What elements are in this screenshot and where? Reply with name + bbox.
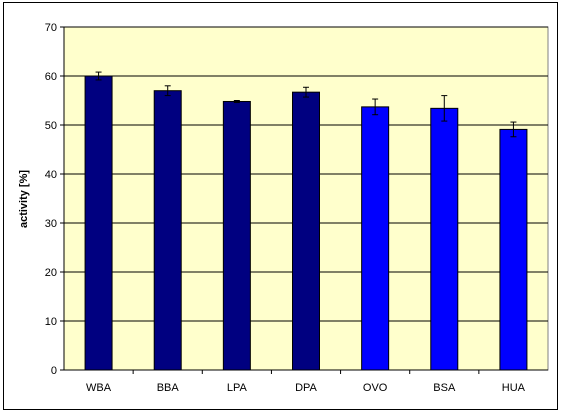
bar-bba [153, 90, 182, 371]
x-tick-label: BSA [433, 382, 456, 394]
y-tick-label: 30 [45, 218, 57, 230]
x-tick-label: BBA [157, 382, 180, 394]
bar-dpa [292, 91, 320, 371]
y-tick-label: 60 [45, 71, 57, 83]
x-tick-label: DPA [295, 382, 317, 394]
bar-hua [499, 128, 528, 371]
y-tick-label: 40 [45, 169, 57, 181]
bar-ovo [361, 106, 390, 371]
bar-chart: 0 10 20 30 40 50 60 70 WBA BBA LPA DPA OVO BSA HUA act… [18, 22, 549, 394]
bar-wba [84, 75, 113, 371]
y-tick-label: 50 [45, 120, 57, 132]
y-tick-label: 0 [51, 365, 57, 377]
y-axis-label: activity [%] [18, 170, 30, 228]
bar-bsa [430, 107, 459, 371]
y-tick-label: 70 [45, 22, 57, 34]
chart-area: 0 10 20 30 40 50 60 70 WBA BBA LPA DPA OVO BSA HUA act… [3, 2, 558, 410]
x-tick-label: OVO [363, 382, 388, 394]
x-tick-label: LPA [227, 382, 248, 394]
x-tick-label: HUA [502, 382, 526, 394]
bar-lpa [222, 100, 251, 371]
y-tick-label: 20 [45, 267, 57, 279]
x-tick-label: WBA [86, 382, 112, 394]
y-tick-label: 10 [45, 316, 57, 328]
